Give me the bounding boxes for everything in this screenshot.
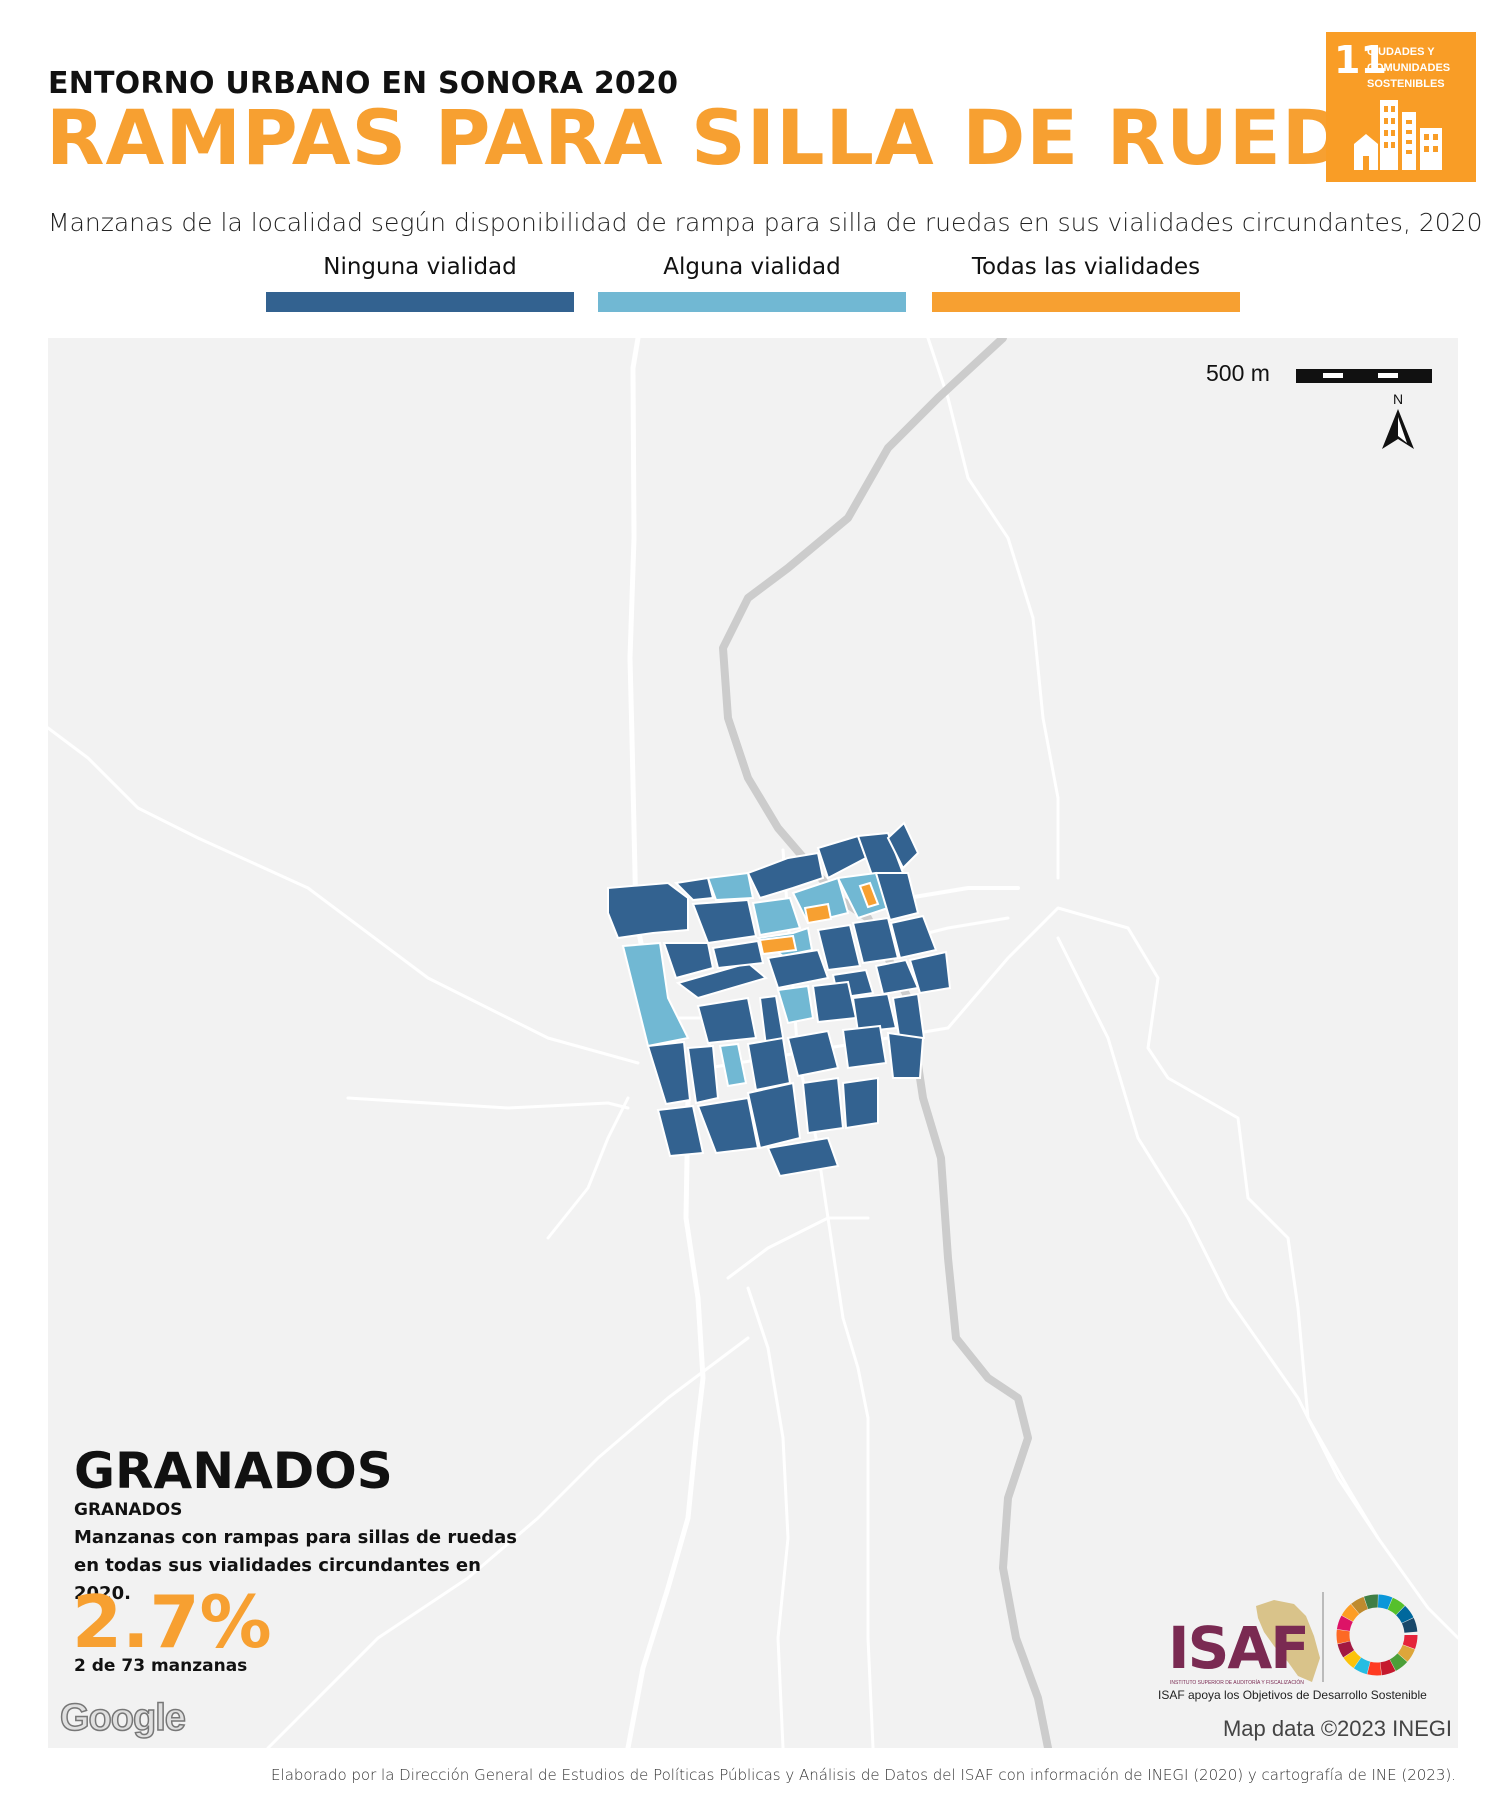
legend-label: Ninguna vialidad — [323, 254, 517, 280]
legend-swatch — [598, 292, 906, 312]
legend-item-ninguna: Ninguna vialidad — [266, 254, 574, 312]
map-basemap — [48, 338, 1458, 1748]
legend-swatch — [932, 292, 1240, 312]
legend-item-todas: Todas las vialidades — [932, 254, 1240, 312]
legend-label: Alguna vialidad — [663, 254, 841, 280]
supertitle: ENTORNO URBANO EN SONORA 2020 — [48, 66, 679, 101]
map-attribution: Map data ©2023 INEGI — [1222, 1716, 1452, 1741]
google-logo: Google — [59, 1696, 186, 1740]
scale-bar-label: 500 m — [1206, 360, 1270, 386]
subtitle: Manzanas de la localidad según disponibi… — [48, 208, 1483, 237]
isaf-support-text: ISAF apoya los Objetivos de Desarrollo S… — [1158, 1688, 1427, 1702]
isaf-logo: ISAF — [1168, 1614, 1310, 1682]
summary-percentage: 2.7% — [72, 1580, 272, 1664]
map-panel[interactable]: 500 m N Google Map data ©2023 INEGI — [48, 338, 1458, 1748]
sonora-map-icon — [1256, 1600, 1320, 1682]
legend-item-alguna: Alguna vialidad — [598, 254, 906, 312]
summary-count: 2 de 73 manzanas — [74, 1656, 248, 1676]
legend-swatch — [266, 292, 574, 312]
page-title: RAMPAS PARA SILLA DE RUEDAS — [46, 93, 1462, 182]
locality-name: GRANADOS — [74, 1442, 393, 1500]
summary-description: Manzanas con rampas para sillas de rueda… — [74, 1527, 518, 1604]
source-footer: Elaborado por la Dirección General de Es… — [271, 1766, 1456, 1784]
municipality-name: GRANADOS — [74, 1500, 183, 1520]
logo-divider — [1322, 1592, 1324, 1682]
north-arrow-icon: N — [1378, 391, 1418, 458]
legend-label: Todas las vialidades — [971, 254, 1201, 280]
sdg-11-badge: 11 CIUDADES Y COMUNIDADES SOSTENIBLES — [1326, 32, 1476, 182]
sdg-label: CIUDADES Y COMUNIDADES SOSTENIBLES — [1367, 46, 1451, 90]
isaf-fullname: INSTITUTO SUPERIOR DE AUDITORÍA Y FISCAL… — [1170, 1680, 1304, 1686]
sdg-number: 11 — [1334, 38, 1387, 82]
city-buildings-icon — [1354, 100, 1442, 170]
sdg-wheel-icon — [1336, 1594, 1418, 1676]
